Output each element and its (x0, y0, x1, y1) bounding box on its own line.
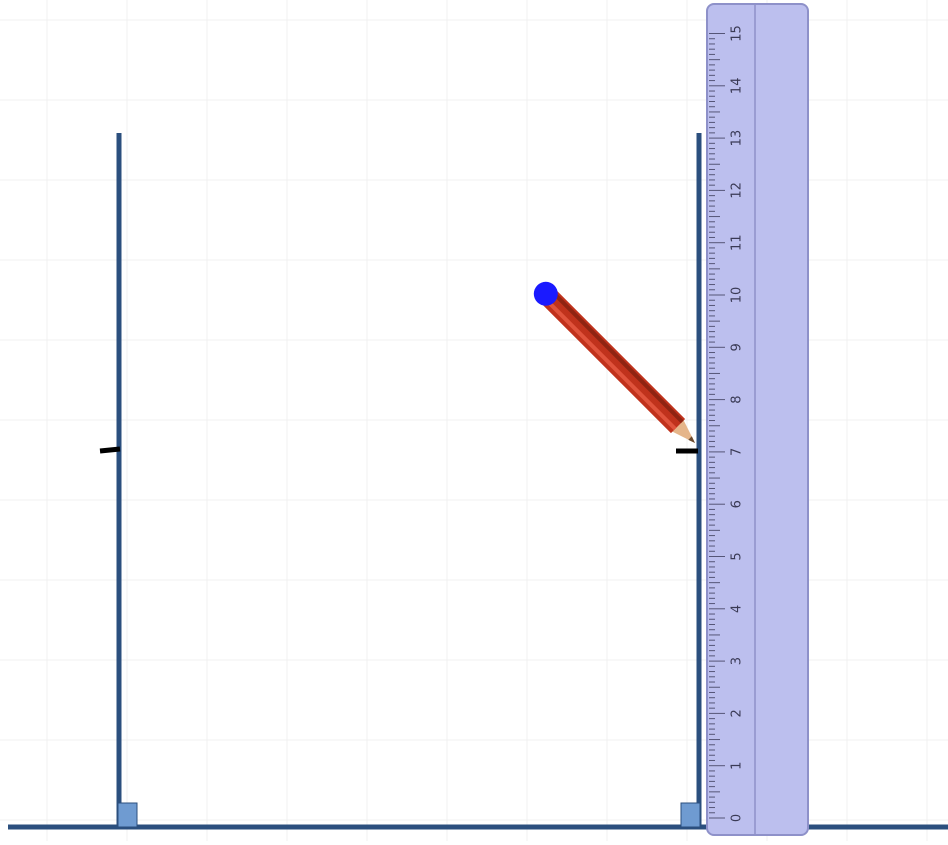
ruler-label: 15 (730, 25, 745, 42)
ruler-label: 13 (730, 130, 745, 147)
ruler-ticks (709, 33, 725, 819)
ruler-label: 2 (730, 709, 745, 717)
ruler-body (706, 3, 809, 836)
pencil-tip-lead (688, 436, 695, 443)
ruler-label: 4 (730, 605, 745, 613)
pencil-icon[interactable] (529, 277, 704, 452)
ruler-label: 8 (730, 395, 745, 403)
pencil-highlight (542, 295, 677, 431)
right-right-angle-marker (680, 802, 701, 828)
left-tick-mark (99, 446, 121, 454)
ruler-label: 12 (730, 182, 745, 199)
ruler-label: 11 (730, 234, 745, 251)
ruler-label: 1 (730, 762, 745, 770)
ruler-label: 5 (730, 552, 745, 560)
pencil-body (539, 287, 686, 434)
ruler-label: 7 (730, 448, 745, 456)
ruler-label: 10 (730, 287, 745, 304)
ruler-label: 14 (730, 78, 745, 95)
ruler-label: 6 (730, 500, 745, 508)
left-right-angle-marker (117, 802, 138, 828)
ruler-label: 3 (730, 657, 745, 665)
ruler-label: 9 (730, 343, 745, 351)
pencil-shadow (549, 288, 684, 424)
pencil-eraser (533, 281, 558, 306)
ruler-label: 0 (730, 814, 745, 822)
